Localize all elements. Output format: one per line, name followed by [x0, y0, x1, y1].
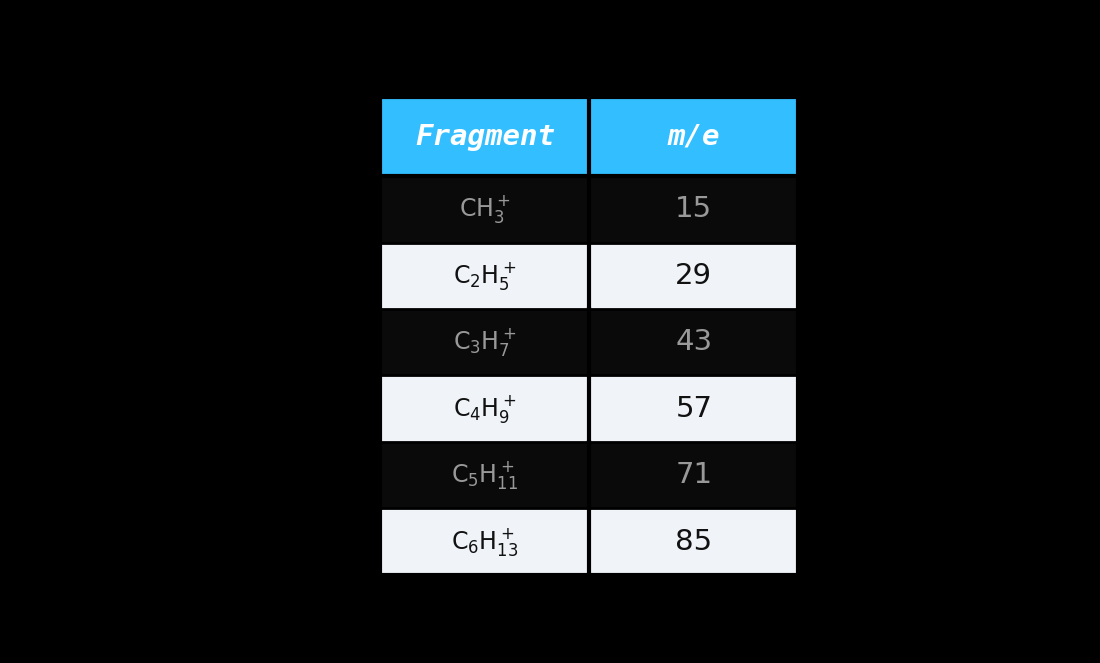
Text: 15: 15 [675, 196, 713, 223]
Bar [381, 97, 799, 575]
Polygon shape [766, 255, 786, 275]
Text: 57: 57 [675, 394, 713, 423]
Bar [381, 243, 590, 309]
Text: 43: 43 [675, 328, 713, 356]
Text: C$_4$H$_9^+$: C$_4$H$_9^+$ [453, 392, 517, 425]
Bar [381, 309, 590, 375]
Text: 85: 85 [675, 528, 713, 556]
Text: C$_3$H$_7^+$: C$_3$H$_7^+$ [453, 326, 517, 358]
Text: 29: 29 [675, 262, 713, 290]
Bar [590, 243, 799, 309]
Polygon shape [392, 450, 412, 469]
Text: 71: 71 [675, 461, 713, 489]
Text: CH$_3^+$: CH$_3^+$ [459, 194, 510, 225]
Bar [590, 442, 799, 509]
Bar [381, 176, 590, 243]
Bar [381, 442, 590, 509]
Bar [381, 509, 590, 575]
Bar [381, 97, 799, 176]
Text: C$_2$H$_5^+$: C$_2$H$_5^+$ [453, 260, 517, 292]
Bar [381, 375, 590, 442]
Text: m/e: m/e [668, 123, 720, 151]
Text: C$_6$H$_{13}^+$: C$_6$H$_{13}^+$ [451, 526, 519, 558]
Bar [590, 176, 799, 243]
Text: Fragment: Fragment [415, 123, 554, 151]
Bar [590, 309, 799, 375]
Bar [590, 509, 799, 575]
Text: C$_5$H$_{11}^+$: C$_5$H$_{11}^+$ [451, 459, 518, 491]
Bar [590, 375, 799, 442]
